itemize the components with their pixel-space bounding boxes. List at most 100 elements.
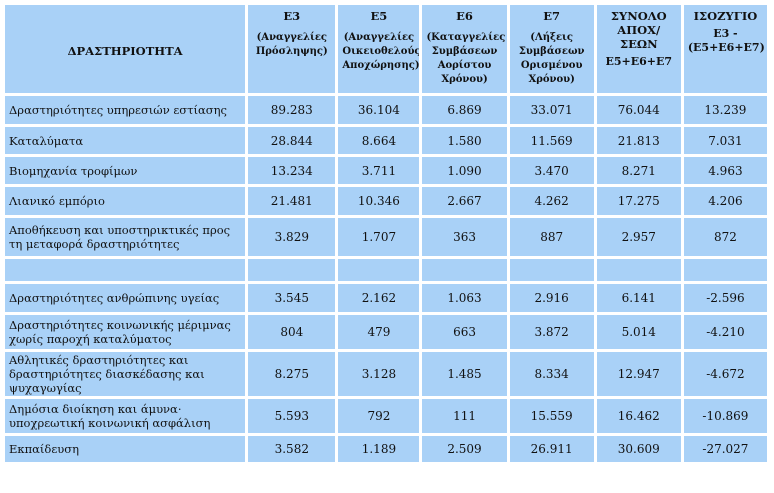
value-cell: 111 (422, 399, 507, 433)
value-cell: 28.844 (248, 127, 336, 154)
value-cell: 872 (683, 218, 767, 256)
col-code: ΙΣΟΖΥΓΙΟ (693, 9, 758, 23)
col-header-balance: ΙΣΟΖΥΓΙΟ Ε3 - (Ε5+Ε6+Ε7) (683, 5, 767, 93)
value-cell: 1.063 (422, 284, 507, 312)
col-code: Ε3 (283, 9, 301, 23)
value-cell: 8.664 (338, 127, 420, 154)
value-cell: 4.262 (509, 187, 594, 215)
col-desc: (Λήξεις Συμβάσεων Ορισμένου Χρόνου) (518, 32, 585, 85)
value-cell: -2.596 (683, 284, 767, 312)
value-cell: 30.609 (596, 436, 681, 462)
value-cell: 2.509 (422, 436, 507, 462)
col-desc: Ε5+Ε6+Ε7 (605, 55, 673, 68)
col-header-e6: Ε6 (Καταγγελίες Συμβάσεων Αορίστου Χρόνου… (422, 5, 507, 93)
empty-cell (596, 259, 681, 281)
value-cell: 26.911 (509, 436, 594, 462)
value-cell: 3.872 (509, 315, 594, 349)
value-cell: 1.485 (422, 352, 507, 396)
value-cell: 804 (248, 315, 336, 349)
value-cell: 1.189 (338, 436, 420, 462)
col-code: ΣΥΝΟΛΟ ΑΠΟΧ/ΣΕΩΝ (610, 9, 667, 51)
table-row: Δραστηριότητες κοινωνικής μέριμνας χωρίς… (5, 315, 767, 349)
value-cell: 1.707 (338, 218, 420, 256)
empty-cell (422, 259, 507, 281)
table-row: Λιανικό εμπόριο 21.481 10.346 2.667 4.262 17.… (5, 187, 767, 215)
col-header-e3: Ε3 (Αναγγελίες Πρόσληψης) (248, 5, 336, 93)
value-cell: 11.569 (509, 127, 594, 154)
table-row: Δραστηριότητες ανθρώπινης υγείας 3.545 2.1… (5, 284, 767, 312)
value-cell: 2.162 (338, 284, 420, 312)
empty-cell (509, 259, 594, 281)
value-cell: 363 (422, 218, 507, 256)
value-cell: 21.481 (248, 187, 336, 215)
table-body: ΔΡΑΣΤΗΡΙΟΤΗΤΑ Ε3 (Αναγγελίες Πρόσληψης) Ε… (5, 5, 767, 462)
row-label: Εκπαίδευση (5, 436, 246, 462)
value-cell: 2.667 (422, 187, 507, 215)
value-cell: 4.963 (683, 157, 767, 184)
spacer-row (5, 259, 767, 281)
value-cell: 8.334 (509, 352, 594, 396)
table-row: Δημόσια διοίκηση και άμυνα· υποχρεωτική … (5, 399, 767, 433)
value-cell: 7.031 (683, 127, 767, 154)
col-desc: (Αναγγελίες Οικειοθελούς Αποχώρησης) (342, 32, 420, 71)
value-cell: 17.275 (596, 187, 681, 215)
table-row: Δραστηριότητες υπηρεσιών εστίασης 89.283 3… (5, 96, 767, 124)
value-cell: 3.711 (338, 157, 420, 184)
col-header-e7: Ε7 (Λήξεις Συμβάσεων Ορισμένου Χρόνου) (509, 5, 594, 93)
value-cell: 8.271 (596, 157, 681, 184)
row-label: Αθλητικές δραστηριότητες και δραστηριότη… (5, 352, 246, 396)
empty-cell (683, 259, 767, 281)
value-cell: 16.462 (596, 399, 681, 433)
value-cell: 13.239 (683, 96, 767, 124)
value-cell: 5.014 (596, 315, 681, 349)
table-row: Αθλητικές δραστηριότητες και δραστηριότη… (5, 352, 767, 396)
value-cell: 479 (338, 315, 420, 349)
value-cell: -4.672 (683, 352, 767, 396)
col-header-total: ΣΥΝΟΛΟ ΑΠΟΧ/ΣΕΩΝ Ε5+Ε6+Ε7 (596, 5, 681, 93)
header-row: ΔΡΑΣΤΗΡΙΟΤΗΤΑ Ε3 (Αναγγελίες Πρόσληψης) Ε… (5, 5, 767, 93)
value-cell: 1.090 (422, 157, 507, 184)
row-label: Δραστηριότητες ανθρώπινης υγείας (5, 284, 246, 312)
value-cell: 89.283 (248, 96, 336, 124)
value-cell: 76.044 (596, 96, 681, 124)
value-cell: 3.545 (248, 284, 336, 312)
value-cell: 3.582 (248, 436, 336, 462)
value-cell: 12.947 (596, 352, 681, 396)
value-cell: 1.580 (422, 127, 507, 154)
value-cell: 13.234 (248, 157, 336, 184)
value-cell: 663 (422, 315, 507, 349)
value-cell: 10.346 (338, 187, 420, 215)
value-cell: 2.957 (596, 218, 681, 256)
activity-header: ΔΡΑΣΤΗΡΙΟΤΗΤΑ (5, 5, 246, 93)
value-cell: 887 (509, 218, 594, 256)
row-label: Δραστηριότητες κοινωνικής μέριμνας χωρίς… (5, 315, 246, 349)
row-label: Αποθήκευση και υποστηρικτικές προς τη με… (5, 218, 246, 256)
value-cell: 2.916 (509, 284, 594, 312)
table-row: Καταλύματα 28.844 8.664 1.580 11.569 21.813 7.… (5, 127, 767, 154)
value-cell: 5.593 (248, 399, 336, 433)
value-cell: 6.141 (596, 284, 681, 312)
col-code: Ε6 (456, 9, 473, 23)
value-cell: 792 (338, 399, 420, 433)
row-label: Λιανικό εμπόριο (5, 187, 246, 215)
value-cell: -10.869 (683, 399, 767, 433)
value-cell: 3.470 (509, 157, 594, 184)
row-label: Βιομηχανία τροφίμων (5, 157, 246, 184)
value-cell: 21.813 (596, 127, 681, 154)
value-cell: 4.206 (683, 187, 767, 215)
value-cell: 8.275 (248, 352, 336, 396)
row-label: Δημόσια διοίκηση και άμυνα· υποχρεωτική … (5, 399, 246, 433)
row-label: Δραστηριότητες υπηρεσιών εστίασης (5, 96, 246, 124)
employment-flows-table: ΔΡΑΣΤΗΡΙΟΤΗΤΑ Ε3 (Αναγγελίες Πρόσληψης) Ε… (2, 2, 770, 465)
col-code: Ε5 (370, 9, 388, 23)
empty-cell (248, 259, 336, 281)
col-desc: (Καταγγελίες Συμβάσεων Αορίστου Χρόνου) (426, 32, 506, 85)
empty-cell (338, 259, 420, 281)
value-cell: 3.128 (338, 352, 420, 396)
empty-cell (5, 259, 246, 281)
value-cell: -27.027 (683, 436, 767, 462)
table-row: Βιομηχανία τροφίμων 13.234 3.711 1.090 3.470… (5, 157, 767, 184)
col-desc: (Αναγγελίες Πρόσληψης) (255, 32, 328, 57)
value-cell: 6.869 (422, 96, 507, 124)
value-cell: 33.071 (509, 96, 594, 124)
